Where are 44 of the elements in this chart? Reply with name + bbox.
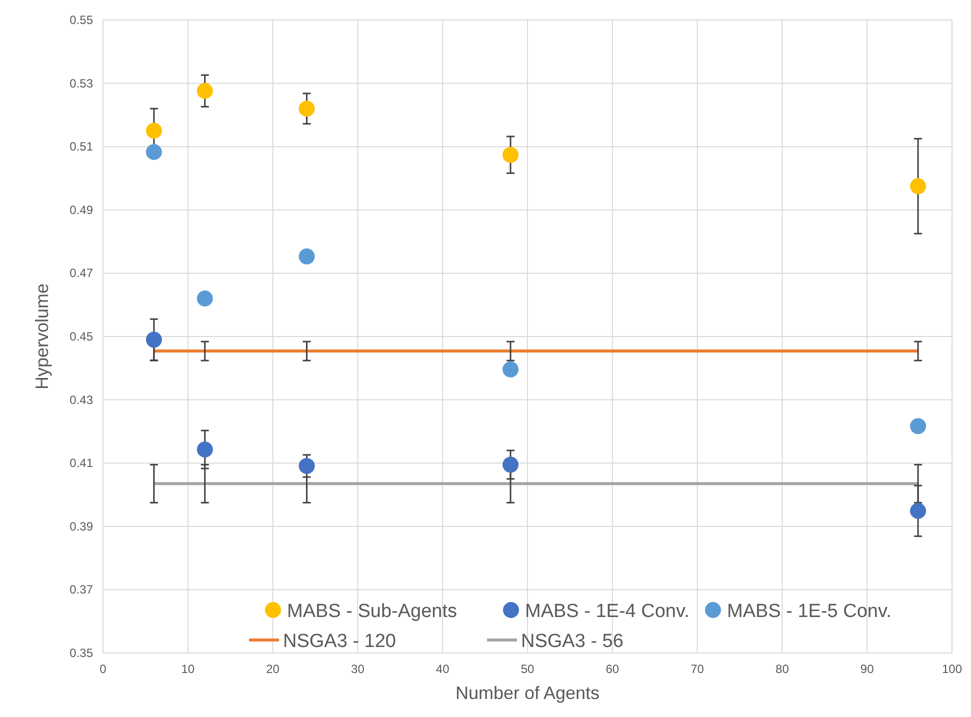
y-tick-label: 0.53 xyxy=(70,76,94,90)
x-tick-label: 0 xyxy=(100,662,107,676)
y-tick-label: 0.55 xyxy=(70,13,94,27)
legend-label: MABS - Sub-Agents xyxy=(287,601,458,622)
y-tick-label: 0.41 xyxy=(70,456,94,470)
point xyxy=(146,122,162,139)
x-tick-label: 100 xyxy=(942,662,962,676)
y-tick-label: 0.43 xyxy=(70,392,94,407)
y-tick-label: 0.35 xyxy=(70,646,94,660)
legend-label: MABS - 1E-5 Conv. xyxy=(727,601,892,622)
x-tick-label: 40 xyxy=(436,662,450,676)
x-tick-label: 10 xyxy=(181,662,195,676)
y-axis-title: Hypervolume xyxy=(32,283,52,390)
legend-label: MABS - 1E-4 Conv. xyxy=(525,601,690,622)
point xyxy=(502,146,519,163)
point xyxy=(502,361,519,378)
x-tick-label: 70 xyxy=(690,662,704,676)
point xyxy=(910,418,926,434)
point xyxy=(196,82,213,99)
y-tick-label: 0.49 xyxy=(70,202,94,217)
y-tick-label: 0.47 xyxy=(70,266,94,280)
x-tick-label: 20 xyxy=(266,662,280,676)
x-tick-label: 90 xyxy=(860,662,874,676)
y-tick-label: 0.51 xyxy=(70,140,94,154)
legend-label: NSGA3 - 56 xyxy=(521,631,624,652)
x-axis-title: Number of Agents xyxy=(455,683,600,703)
point xyxy=(298,248,315,264)
x-tick-label: 30 xyxy=(351,662,365,676)
x-tick-label: 60 xyxy=(606,662,620,676)
y-tick-label: 0.37 xyxy=(70,582,94,597)
x-tick-label: 50 xyxy=(520,662,534,676)
point xyxy=(298,458,315,474)
point xyxy=(146,332,162,348)
point xyxy=(502,456,519,473)
point xyxy=(910,178,926,194)
x-tick-label: 80 xyxy=(776,662,790,676)
y-tick-label: 0.45 xyxy=(70,330,94,344)
y-tick-label: 0.39 xyxy=(70,519,94,534)
point xyxy=(196,441,213,458)
legend-label: NSGA3 - 120 xyxy=(283,631,396,652)
point xyxy=(196,290,213,307)
point xyxy=(146,144,162,160)
point xyxy=(298,100,315,117)
point xyxy=(910,502,926,519)
